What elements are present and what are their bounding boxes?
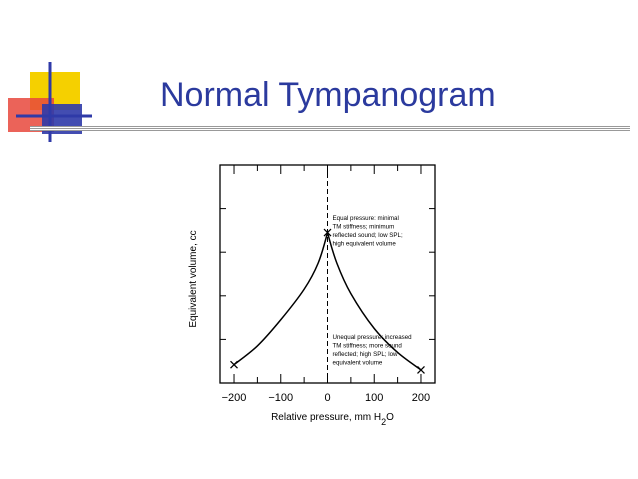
tympanogram-chart: −200 −100 0 100 200 Relative pressure, mm H2O… bbox=[188, 164, 436, 427]
slide-title: Normal Tympanogram bbox=[160, 76, 496, 114]
data-point-marker bbox=[417, 365, 425, 374]
slide-decoration bbox=[8, 62, 92, 142]
title-divider bbox=[30, 126, 630, 131]
chart-annotation: Equal pressure: minimal TM stiffness; min… bbox=[333, 215, 403, 248]
x-tick-label: −200 bbox=[222, 392, 247, 404]
chart-annotation: Unequal pressure: increased TM stiffness;… bbox=[333, 334, 413, 367]
plot-area: −200 −100 0 100 200 Relative pressure, mm H2O… bbox=[188, 164, 436, 427]
x-tick-label: −100 bbox=[268, 392, 293, 404]
y-axis-label: Equivalent volume, cc bbox=[188, 230, 199, 327]
x-tick-label: 100 bbox=[365, 392, 383, 404]
x-tick-label: 200 bbox=[412, 392, 430, 404]
data-point-marker bbox=[323, 228, 332, 237]
x-tick-label: 0 bbox=[324, 392, 330, 404]
data-point-marker bbox=[230, 360, 238, 369]
x-axis-label: Relative pressure, mm H2O bbox=[271, 412, 394, 427]
